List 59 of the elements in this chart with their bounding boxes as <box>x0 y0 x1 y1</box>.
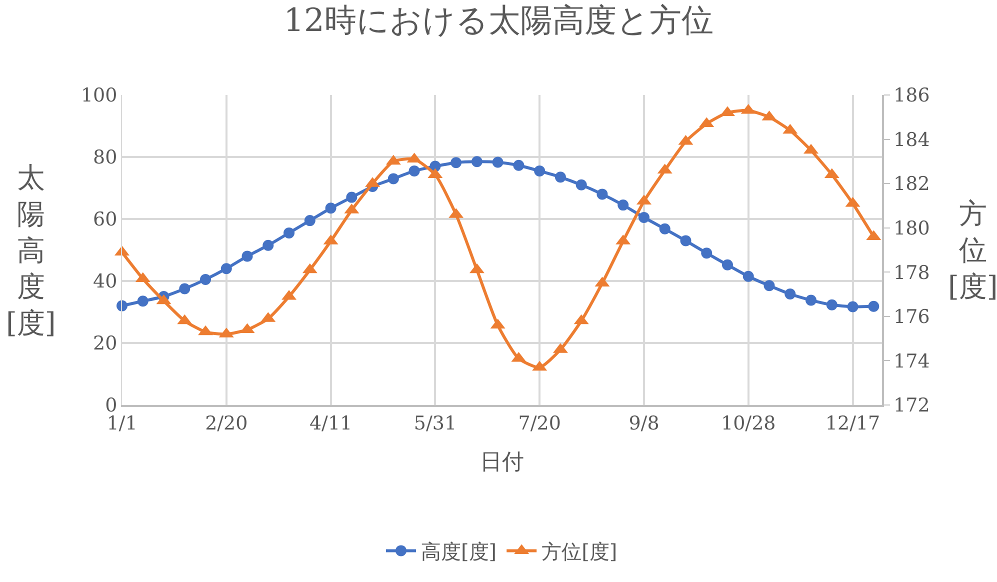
point <box>284 227 295 238</box>
point <box>450 157 462 168</box>
point <box>200 274 212 285</box>
point <box>680 235 692 246</box>
x-tick-label: 5/31 <box>414 412 457 435</box>
y2-axis-title: 方位[度] <box>948 197 997 303</box>
x-tick-label: 7/20 <box>518 412 561 435</box>
point <box>492 156 504 168</box>
y2-tick-label: 180 <box>894 218 930 240</box>
y-axis-title: 太陽高度[度] <box>6 161 56 340</box>
point <box>534 165 546 176</box>
x-axis-title: 日付 <box>480 450 524 475</box>
point <box>722 259 733 270</box>
point <box>388 173 399 184</box>
x-tick-label: 12/17 <box>825 412 880 435</box>
point <box>806 294 817 306</box>
point <box>408 165 420 176</box>
point <box>576 179 587 190</box>
y-tick-label: 20 <box>93 332 118 355</box>
point <box>618 200 629 211</box>
y2-tick-label: 174 <box>894 350 930 372</box>
point <box>554 172 566 183</box>
x-tick-label: 4/11 <box>309 412 352 435</box>
point <box>764 280 775 292</box>
point <box>826 299 838 310</box>
point <box>304 215 316 226</box>
chart-title: 12時における太陽高度と方位 <box>284 1 714 40</box>
y2-tick-label: 178 <box>894 262 930 284</box>
point <box>513 160 524 171</box>
point <box>742 270 754 282</box>
point <box>137 296 148 307</box>
y-tick-label: 40 <box>93 270 118 293</box>
y-tick-label: 80 <box>93 146 118 169</box>
y-tick-label: 60 <box>93 208 118 231</box>
point <box>659 223 670 234</box>
legend-label: 高度[度] <box>421 540 497 564</box>
point <box>346 192 358 203</box>
point <box>242 250 253 262</box>
point <box>471 156 482 168</box>
point <box>638 212 650 223</box>
x-tick-label: 2/20 <box>205 412 248 435</box>
y-tick-label: 100 <box>80 84 118 107</box>
point <box>325 202 336 214</box>
x-tick-label: 9/8 <box>628 412 660 435</box>
y2-tick-label: 176 <box>894 306 930 328</box>
y2-tick-label: 186 <box>894 84 930 107</box>
y2-tick-label: 182 <box>894 173 930 196</box>
point <box>179 283 190 294</box>
point <box>784 288 796 300</box>
y2-tick-label: 184 <box>894 128 930 151</box>
x-tick-label: 10/28 <box>720 412 776 435</box>
point <box>701 248 712 259</box>
point <box>220 263 232 274</box>
y2-tick-label: 172 <box>894 394 930 417</box>
point <box>262 240 274 251</box>
legend-label: 方位[度] <box>542 540 618 564</box>
point <box>868 300 880 312</box>
point <box>596 188 608 200</box>
point <box>847 301 858 312</box>
